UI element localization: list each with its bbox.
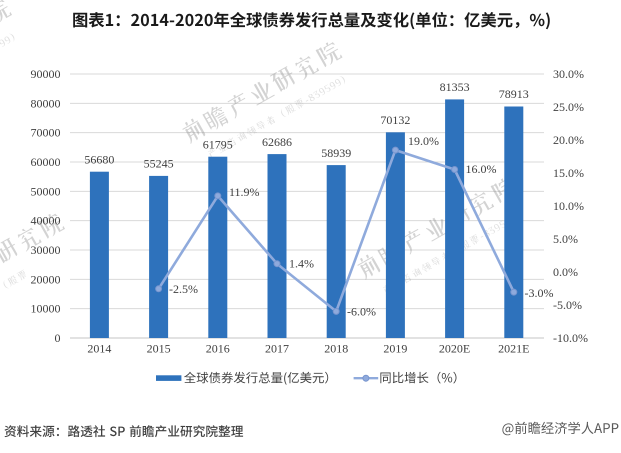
svg-text:56680: 56680 bbox=[84, 152, 114, 166]
svg-text:40000: 40000 bbox=[31, 214, 61, 228]
svg-text:2020E: 2020E bbox=[439, 342, 470, 356]
svg-text:20.0%: 20.0% bbox=[553, 133, 584, 147]
svg-text:-10.0%: -10.0% bbox=[553, 331, 588, 345]
svg-text:58939: 58939 bbox=[321, 146, 351, 160]
svg-text:62686: 62686 bbox=[262, 135, 292, 149]
svg-text:90000: 90000 bbox=[31, 67, 61, 81]
svg-text:78913: 78913 bbox=[499, 87, 529, 101]
svg-text:2014: 2014 bbox=[87, 342, 111, 356]
svg-text:10.0%: 10.0% bbox=[553, 199, 584, 213]
svg-text:-6.0%: -6.0% bbox=[347, 305, 376, 319]
svg-text:70000: 70000 bbox=[31, 126, 61, 140]
svg-text:2015: 2015 bbox=[147, 342, 171, 356]
svg-text:15.0%: 15.0% bbox=[553, 166, 584, 180]
svg-text:10000: 10000 bbox=[31, 302, 61, 316]
svg-text:5.0%: 5.0% bbox=[553, 232, 578, 246]
svg-text:20000: 20000 bbox=[31, 272, 61, 286]
svg-text:55245: 55245 bbox=[144, 157, 174, 171]
svg-text:-3.0%: -3.0% bbox=[525, 286, 554, 300]
svg-text:2019: 2019 bbox=[383, 342, 407, 356]
svg-text:0: 0 bbox=[55, 331, 61, 345]
svg-text:30000: 30000 bbox=[31, 243, 61, 257]
svg-text:2016: 2016 bbox=[206, 342, 230, 356]
svg-text:70132: 70132 bbox=[380, 113, 410, 127]
svg-text:16.0%: 16.0% bbox=[466, 162, 497, 176]
svg-text:-5.0%: -5.0% bbox=[553, 298, 582, 312]
svg-text:2017: 2017 bbox=[265, 342, 289, 356]
svg-text:50000: 50000 bbox=[31, 184, 61, 198]
svg-text:-2.5%: -2.5% bbox=[169, 282, 198, 296]
svg-text:19.0%: 19.0% bbox=[408, 134, 439, 148]
svg-text:30.0%: 30.0% bbox=[553, 67, 584, 81]
svg-text:60000: 60000 bbox=[31, 155, 61, 169]
svg-text:11.9%: 11.9% bbox=[229, 185, 260, 199]
svg-text:0.0%: 0.0% bbox=[553, 265, 578, 279]
svg-text:1.4%: 1.4% bbox=[289, 257, 314, 271]
svg-text:2018: 2018 bbox=[324, 342, 348, 356]
svg-text:2021E: 2021E bbox=[498, 342, 529, 356]
svg-text:81353: 81353 bbox=[440, 80, 470, 94]
svg-text:25.0%: 25.0% bbox=[553, 100, 584, 114]
svg-text:61795: 61795 bbox=[203, 137, 233, 151]
svg-text:80000: 80000 bbox=[31, 96, 61, 110]
